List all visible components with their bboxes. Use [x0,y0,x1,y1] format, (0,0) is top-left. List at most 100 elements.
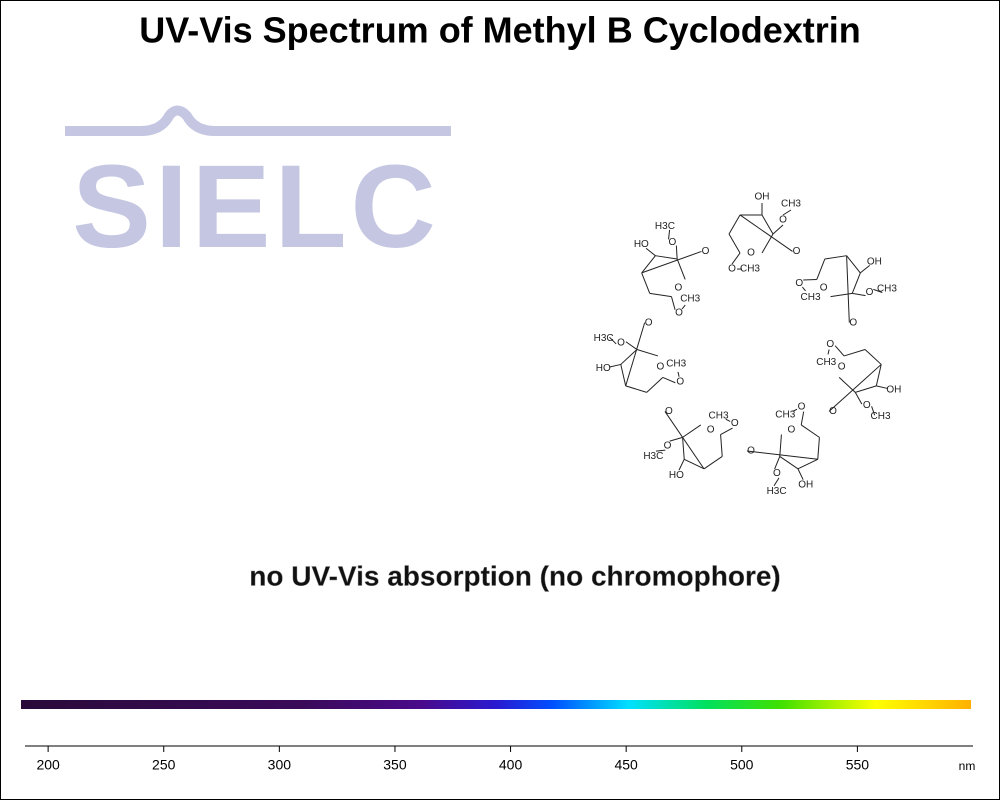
bond [792,408,798,412]
x-tick-label: 400 [499,757,523,773]
bond [876,385,889,390]
atom-label: O [665,406,673,417]
bond [682,424,702,438]
atom-label: O [863,400,871,411]
atom-label: O [747,446,755,457]
atom-label: O [849,317,857,328]
atom-label: HO [669,470,684,481]
bond [761,214,774,235]
atom-label: O [820,283,828,294]
atom-label: H3C [594,333,614,344]
bond [670,296,676,310]
bond [641,272,651,294]
bond [664,411,705,470]
x-tick-label: 350 [383,757,407,773]
atom-label: O [707,424,715,435]
chart-title: UV-Vis Spectrum of Methyl B Cyclodextrin [139,10,861,51]
atom-label: O [829,406,837,417]
spectrum-bar [21,700,971,709]
bond [655,255,678,260]
bond [636,348,659,357]
bond [782,209,792,216]
atom-label: CH3 [709,410,729,421]
bond [746,450,818,460]
bond [828,364,882,412]
bond [645,247,656,257]
bond [774,456,781,470]
atom-label: O [798,402,806,413]
bond [681,304,686,310]
bond [720,427,733,435]
bond [855,385,877,393]
bond [779,434,782,457]
atom-label: O [787,424,795,435]
bond [625,322,646,387]
bond [625,341,638,350]
x-tick-label: 200 [36,757,60,773]
x-tick-label: 250 [152,757,176,773]
atom-label: O [728,264,736,275]
atom-label: CH3 [775,410,795,421]
atom-label: O [664,440,672,451]
atom-label: O [656,361,664,372]
bond [797,458,818,470]
bond [649,292,672,298]
x-tick-label: 550 [846,757,870,773]
bond [739,214,793,252]
atom-label: O [826,339,834,350]
bond [816,258,826,280]
bond [800,424,820,438]
bond [834,345,845,357]
bond [824,255,847,260]
bond [625,385,647,393]
bond [803,278,817,281]
bond [703,456,723,470]
bond [873,288,883,293]
atom-label: O [669,237,677,248]
bond [871,406,876,416]
bond [851,272,861,294]
bond [827,349,830,355]
atom-label: O [676,376,684,387]
bond [875,364,882,386]
atom-label: OH [867,256,882,267]
bond [675,245,678,259]
bond [620,349,638,365]
bond [720,434,723,457]
bond [676,258,686,280]
bond [797,468,804,480]
bond [662,376,676,384]
bond [817,437,820,460]
bond [641,255,656,274]
atom-label: O [773,468,781,479]
annotation: no UV-Vis absorption (no chromophore) [249,560,781,591]
logo: SIELC [72,141,440,273]
atom-label: O [838,361,846,372]
atom-label: CH3 [666,359,686,370]
atom-label: OH [886,385,901,396]
atom-label: O [645,317,653,328]
bond [779,456,799,470]
bond [677,371,680,377]
bond [773,477,780,487]
bond [620,364,627,386]
bond [608,363,621,368]
atom-label: CH3 [877,283,897,294]
bond [641,250,702,274]
bond [682,437,685,460]
bond [802,286,806,292]
atom-label: H3C [767,486,787,497]
bond [852,292,866,297]
atom-label: O [793,246,801,257]
atom-label: HO [596,363,611,374]
bond [655,449,666,452]
atom-label: CH3 [871,411,891,422]
bond [800,411,805,426]
atom-label: CH3 [816,357,836,368]
atom-label: O [617,337,625,348]
bond [678,459,685,471]
bond [609,336,617,345]
atom-label: O [747,248,755,259]
